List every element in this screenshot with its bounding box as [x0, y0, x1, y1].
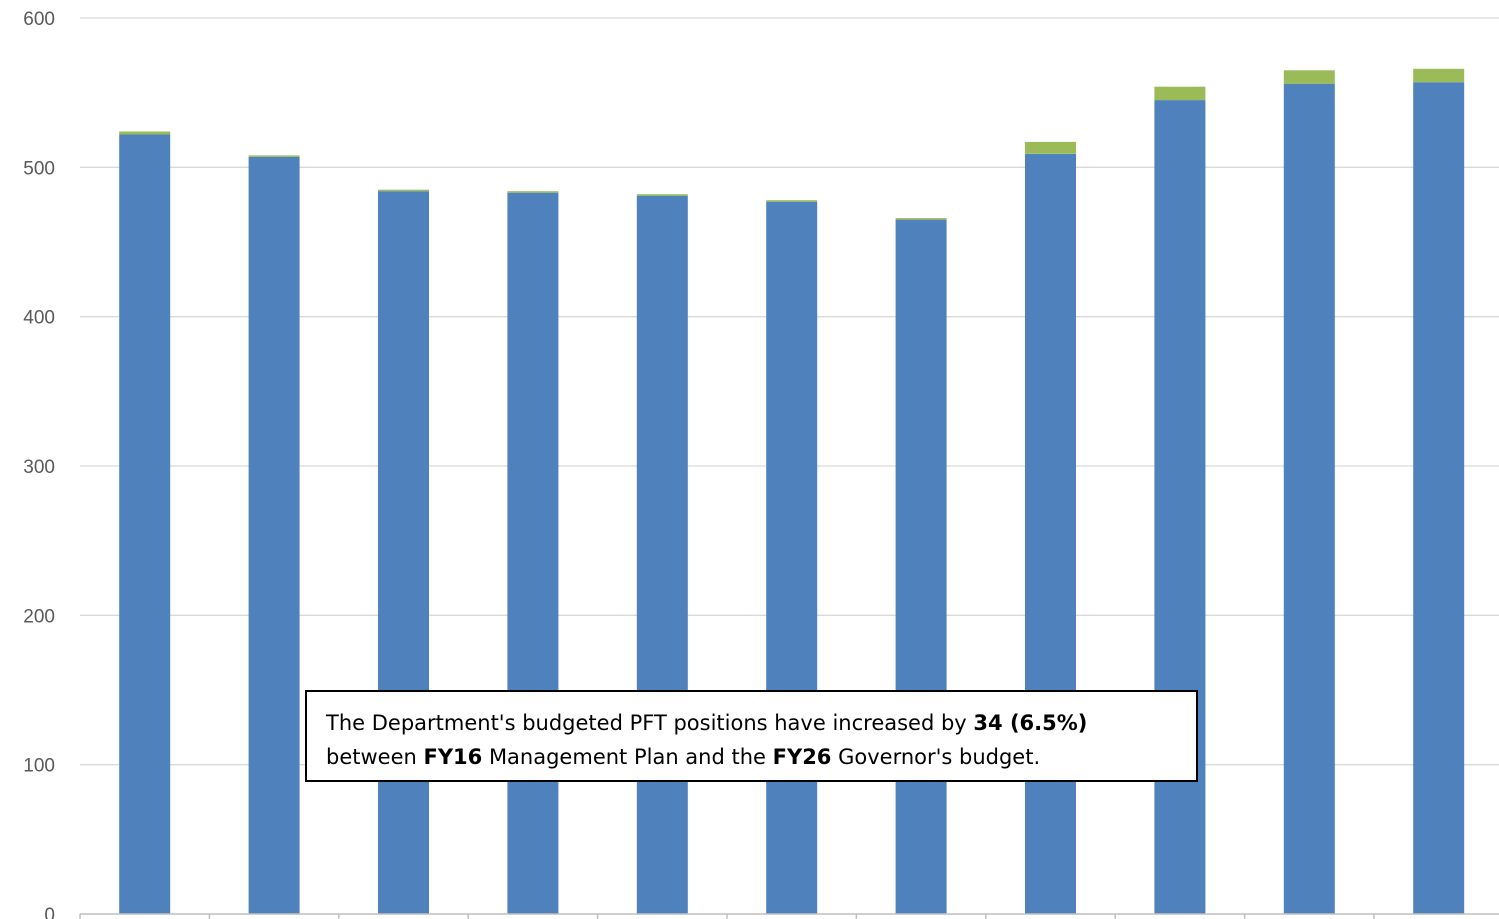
bar-segment-base: [507, 192, 559, 914]
y-tick-label: 400: [23, 308, 55, 329]
bars: [119, 68, 1465, 915]
annotation-highlight: FY16: [423, 745, 483, 769]
bar-segment-top: [1025, 141, 1076, 154]
bar-segment-top: [507, 191, 559, 193]
y-tick-label: 0: [44, 905, 55, 919]
y-tick-label: 300: [23, 457, 55, 478]
bar-segment-base: [378, 191, 429, 914]
annotation-text: Governor's budget.: [831, 745, 1041, 769]
bar-segment-base: [1025, 153, 1076, 914]
annotation-box: The Department's budgeted PFT positions …: [305, 690, 1198, 782]
annotation-highlight: 34 (6.5%): [973, 711, 1088, 735]
bar-segment-base: [766, 201, 818, 914]
bar-segment-base: [248, 156, 300, 914]
y-tick-label: 500: [23, 158, 55, 179]
x-axis: [79, 913, 1499, 919]
annotation-highlight: FY26: [772, 745, 832, 769]
bar-segment-top: [1413, 68, 1465, 83]
bar-segment-top: [636, 194, 688, 196]
y-tick-label: 200: [23, 606, 55, 627]
annotation-line-1: The Department's budgeted PFT positions …: [326, 706, 1178, 740]
bar-segment-base: [1413, 82, 1465, 914]
bar-segment-top: [119, 131, 171, 135]
annotation-line-2: between FY16 Management Plan and the FY2…: [326, 740, 1178, 774]
annotation-text: Management Plan and the: [482, 745, 773, 769]
bar-segment-base: [119, 134, 171, 914]
bar-segment-base: [636, 195, 688, 914]
bar-segment-base: [1154, 100, 1206, 915]
y-axis-tick-labels: 0 100 200 300 400 500 600: [23, 9, 55, 919]
y-tick-label: 600: [23, 9, 55, 30]
y-tick-label: 100: [23, 756, 55, 777]
bar-segment-top: [1154, 86, 1206, 101]
annotation-text: The Department's budgeted PFT positions …: [326, 711, 974, 735]
bar-segment-top: [766, 200, 818, 202]
annotation-text: between: [326, 745, 424, 769]
bar-segment-base: [895, 219, 947, 915]
bar-segment-top: [1283, 70, 1335, 84]
bar-segment-top: [248, 155, 300, 157]
bar-segment-base: [1283, 83, 1335, 914]
bar-segment-top: [895, 218, 947, 220]
bar-segment-top: [378, 189, 429, 192]
